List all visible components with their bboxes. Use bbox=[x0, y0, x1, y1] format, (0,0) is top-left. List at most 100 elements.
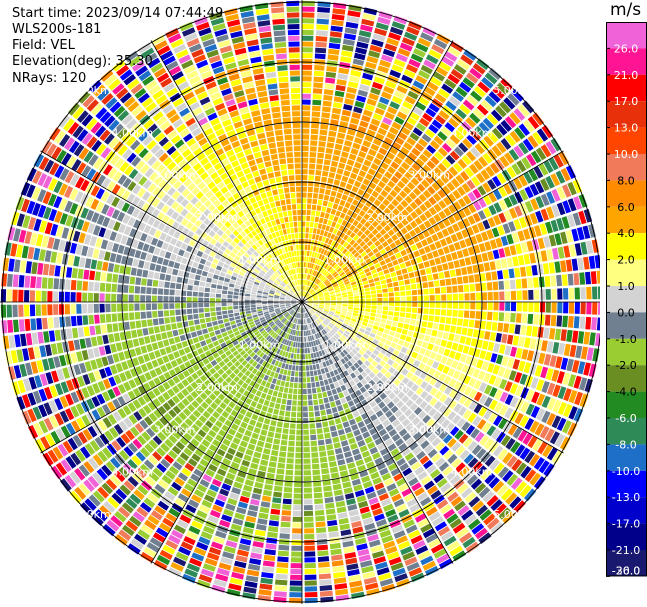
gate-cell bbox=[429, 377, 438, 386]
gate-cell bbox=[370, 286, 376, 291]
gate-cell bbox=[325, 317, 331, 322]
gate-cell bbox=[197, 263, 205, 270]
gate-cell bbox=[289, 382, 294, 388]
gate-cell bbox=[331, 14, 345, 21]
gate-cell bbox=[131, 455, 142, 466]
gate-cell bbox=[348, 418, 356, 426]
gate-cell bbox=[585, 316, 592, 330]
gate-cell bbox=[525, 265, 532, 277]
gate-cell bbox=[458, 302, 464, 309]
gate-cell bbox=[159, 416, 169, 426]
gate-cell bbox=[411, 461, 421, 471]
gate-cell bbox=[543, 160, 554, 174]
gate-cell bbox=[308, 311, 312, 316]
gate-cell bbox=[276, 421, 283, 428]
gate-cell bbox=[244, 580, 258, 588]
gate-cell bbox=[425, 533, 439, 544]
gate-cell bbox=[379, 323, 386, 328]
gate-cell bbox=[210, 336, 218, 342]
gate-cell bbox=[331, 247, 336, 253]
gate-cell bbox=[307, 394, 313, 400]
gate-cell bbox=[303, 429, 309, 435]
gate-cell bbox=[156, 256, 164, 265]
gate-cell bbox=[538, 163, 549, 176]
gate-cell bbox=[469, 112, 481, 124]
gate-cell bbox=[297, 325, 300, 331]
gate-cell bbox=[25, 362, 33, 376]
gate-cell bbox=[418, 410, 427, 420]
gate-cell bbox=[184, 568, 198, 578]
gate-cell bbox=[525, 403, 535, 416]
gate-cell bbox=[409, 132, 420, 142]
gate-cell bbox=[489, 387, 498, 398]
gate-cell bbox=[302, 105, 311, 111]
gate-cell bbox=[403, 186, 412, 195]
gate-cell bbox=[273, 372, 279, 379]
gate-cell bbox=[235, 555, 248, 563]
gate-cell bbox=[202, 525, 215, 535]
gate-cell bbox=[357, 282, 363, 287]
gate-cell bbox=[579, 272, 586, 285]
gate-cell bbox=[194, 419, 204, 428]
gate-cell bbox=[274, 296, 280, 299]
gate-cell bbox=[394, 409, 403, 418]
gate-cell bbox=[303, 268, 306, 274]
gate-cell bbox=[302, 117, 310, 123]
gate-cell bbox=[264, 341, 270, 347]
gate-cell bbox=[458, 433, 469, 444]
gate-cell bbox=[443, 348, 451, 357]
gate-cell bbox=[340, 365, 346, 372]
gate-cell bbox=[285, 300, 291, 302]
gate-cell bbox=[322, 421, 329, 428]
gate-cell bbox=[515, 347, 523, 359]
gate-cell bbox=[403, 519, 415, 529]
gate-cell bbox=[312, 234, 316, 240]
gate-cell bbox=[152, 435, 163, 446]
gate-cell bbox=[302, 169, 308, 175]
gate-cell bbox=[224, 452, 234, 461]
gate-cell bbox=[190, 473, 201, 483]
gate-cell bbox=[397, 373, 405, 381]
gate-cell bbox=[135, 320, 142, 329]
gate-cell bbox=[498, 507, 511, 520]
gate-cell bbox=[554, 433, 566, 448]
gate-cell bbox=[64, 241, 72, 253]
gate-cell bbox=[544, 276, 551, 287]
gate-cell bbox=[419, 117, 430, 127]
gate-cell bbox=[199, 392, 208, 400]
gate-cell bbox=[324, 334, 329, 341]
gate-cell bbox=[302, 198, 307, 204]
gate-cell bbox=[163, 303, 169, 310]
gate-cell bbox=[346, 314, 352, 318]
gate-cell bbox=[279, 299, 285, 302]
gate-cell bbox=[291, 329, 295, 335]
gate-cell bbox=[286, 328, 291, 334]
gate-cell bbox=[444, 270, 451, 278]
gate-cell bbox=[449, 545, 463, 557]
gate-cell bbox=[102, 378, 111, 390]
gate-cell bbox=[307, 298, 313, 301]
gate-cell bbox=[302, 285, 304, 291]
gate-cell bbox=[455, 174, 465, 185]
gate-cell bbox=[279, 298, 285, 301]
gate-cell bbox=[134, 230, 143, 240]
gate-cell bbox=[396, 365, 404, 373]
gate-cell bbox=[459, 239, 467, 249]
gate-cell bbox=[279, 302, 285, 304]
gate-cell bbox=[398, 509, 410, 518]
gate-cell bbox=[484, 396, 493, 408]
gate-cell bbox=[159, 325, 166, 332]
gate-cell bbox=[410, 244, 418, 252]
gate-cell bbox=[261, 405, 268, 412]
gate-cell bbox=[455, 462, 466, 473]
gate-cell bbox=[556, 202, 566, 216]
gate-cell bbox=[315, 47, 327, 54]
gate-cell bbox=[33, 247, 41, 261]
gate-cell bbox=[337, 429, 345, 436]
gate-cell bbox=[123, 446, 134, 457]
gate-cell bbox=[289, 309, 294, 314]
gate-cell bbox=[402, 467, 413, 477]
gate-cell bbox=[309, 317, 313, 323]
gate-cell bbox=[280, 316, 285, 321]
gate-cell bbox=[167, 353, 175, 361]
